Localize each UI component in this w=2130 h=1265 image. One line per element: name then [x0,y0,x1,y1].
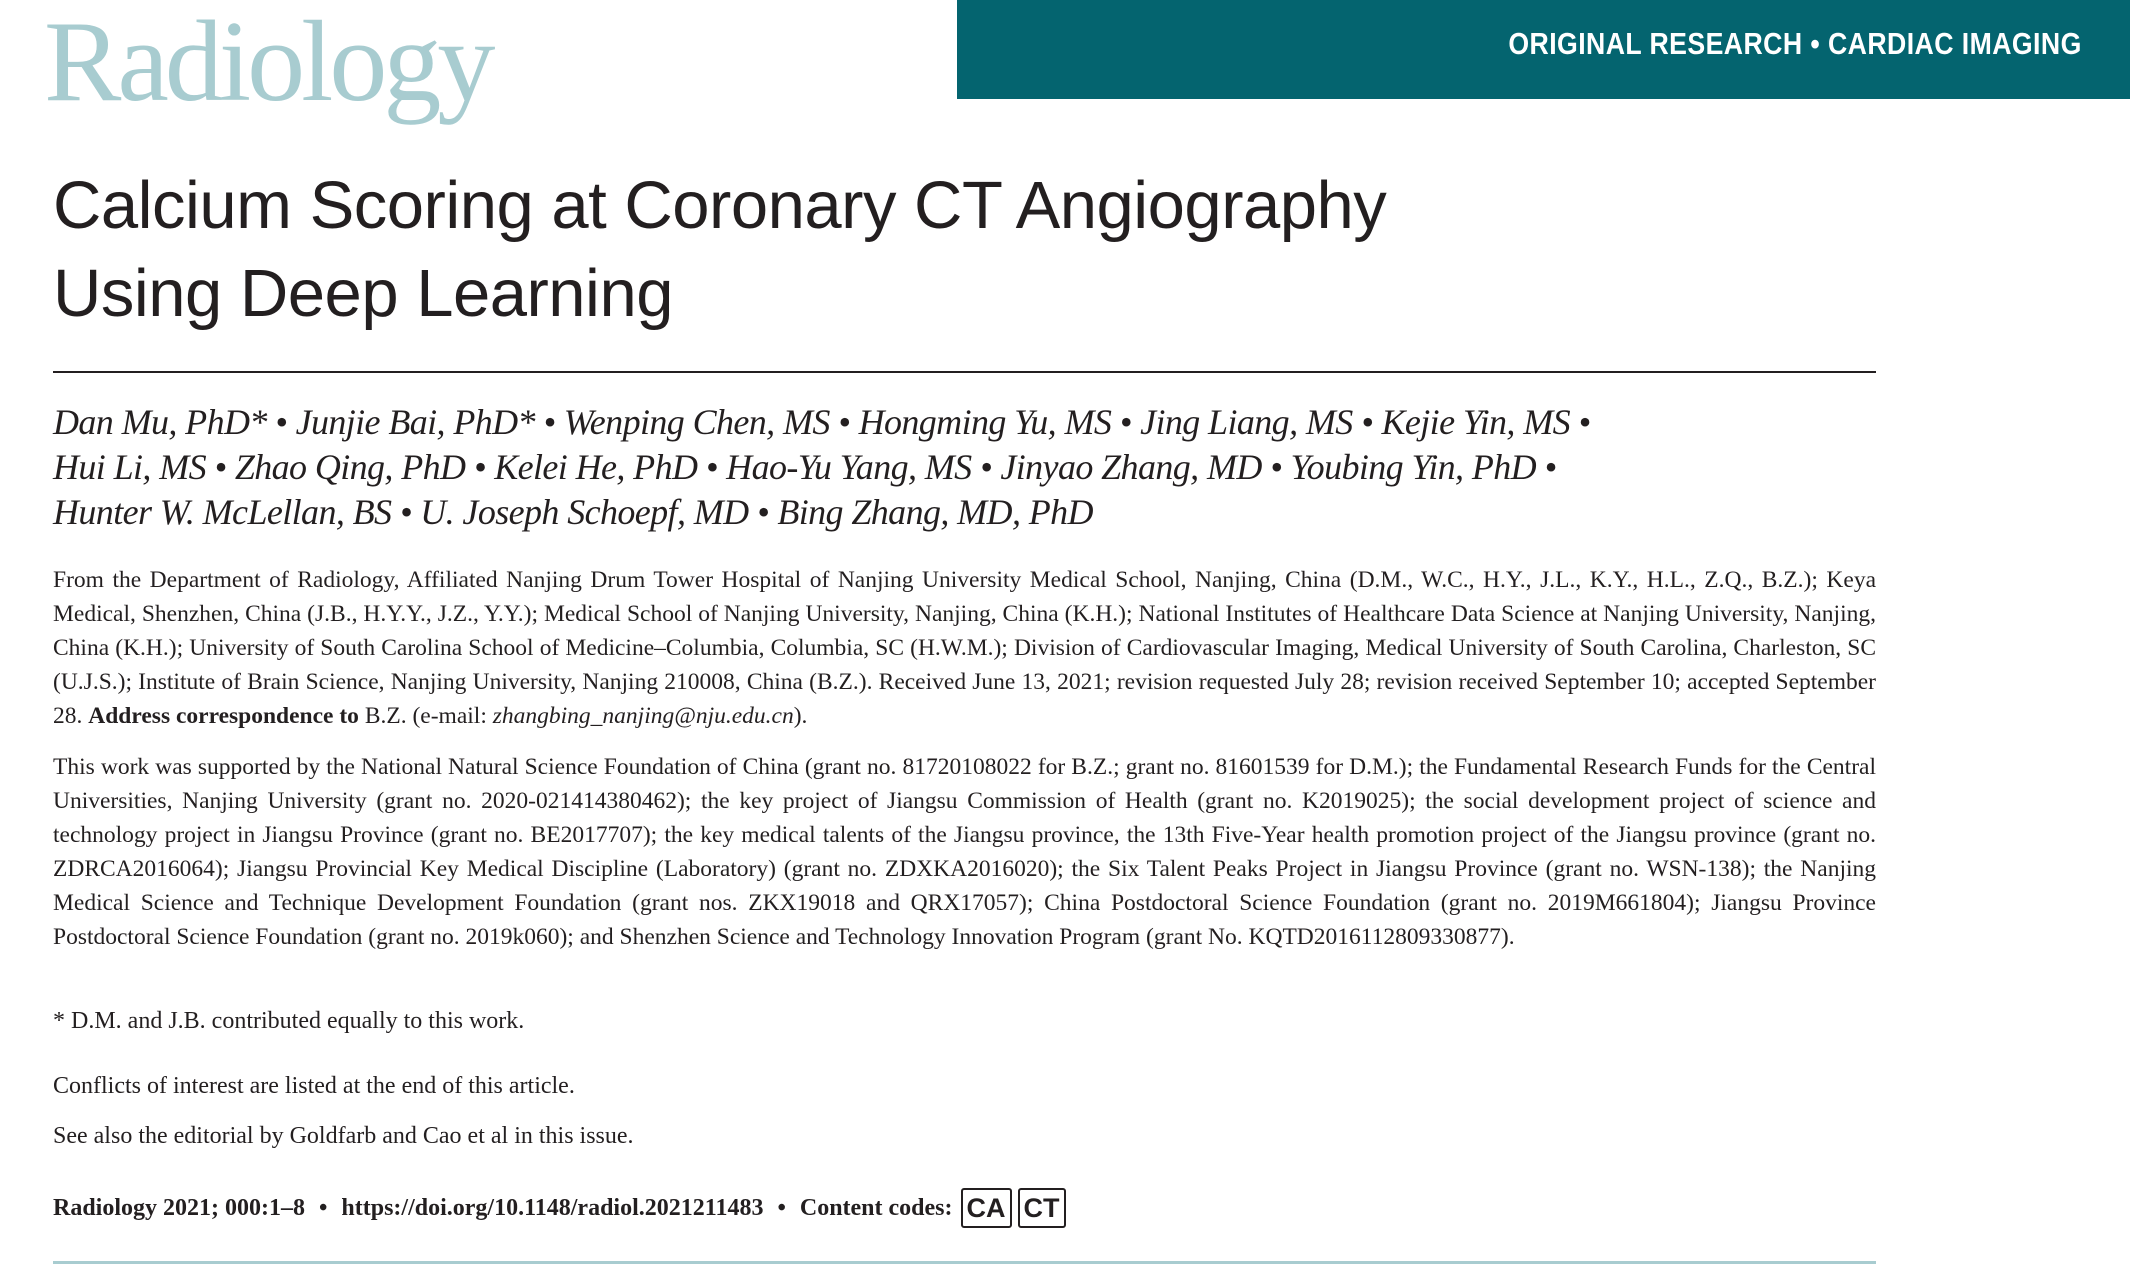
author-list: Dan Mu, PhD* • Junjie Bai, PhD* • Wenpin… [53,400,1591,535]
author-line: Hunter W. McLellan, BS • U. Joseph Schoe… [53,492,1094,532]
journal-logo: Radiology [44,0,495,126]
correspondence-label: Address correspondence to [88,703,359,729]
bullet: • [319,1194,328,1221]
author-line: Hui Li, MS • Zhao Qing, PhD • Kelei He, … [53,447,1557,487]
see-also-note: See also the editorial by Goldfarb and C… [53,1123,634,1149]
affiliations-text: From the Department of Radiology, Affili… [53,567,1876,729]
title-divider [53,371,1876,373]
article-title: Calcium Scoring at Coronary CT Angiograp… [53,162,1387,338]
header-band: ORIGINAL RESEARCH • CARDIAC IMAGING [957,0,2130,99]
correspondence-end: ). [793,703,808,729]
title-line: Using Deep Learning [53,256,673,331]
doi-link[interactable]: https://doi.org/10.1148/radiol.202121148… [341,1194,764,1221]
affiliations: From the Department of Radiology, Affili… [53,563,1876,733]
correspondence-text: B.Z. (e-mail: [358,703,493,729]
email-link[interactable]: zhangbing_nanjing@nju.edu.cn [492,703,794,729]
citation: Radiology 2021; 000:1–8 [53,1194,305,1221]
title-line: Calcium Scoring at Coronary CT Angiograp… [53,168,1387,243]
equal-contribution-note: * D.M. and J.B. contributed equally to t… [53,1008,525,1034]
article-category: ORIGINAL RESEARCH • CARDIAC IMAGING [1508,26,2082,61]
bottom-divider [53,1261,1876,1264]
content-codes-label: Content codes: [799,1194,953,1221]
citation-line: Radiology 2021; 000:1–8 • https://doi.or… [53,1188,1066,1228]
bullet: • [777,1194,786,1221]
content-code-badge: CT [1017,1188,1066,1228]
funding: This work was supported by the National … [53,754,1876,950]
content-code-badge: CA [960,1188,1012,1228]
conflicts-note: Conflicts of interest are listed at the … [53,1073,575,1099]
author-line: Dan Mu, PhD* • Junjie Bai, PhD* • Wenpin… [53,402,1591,442]
